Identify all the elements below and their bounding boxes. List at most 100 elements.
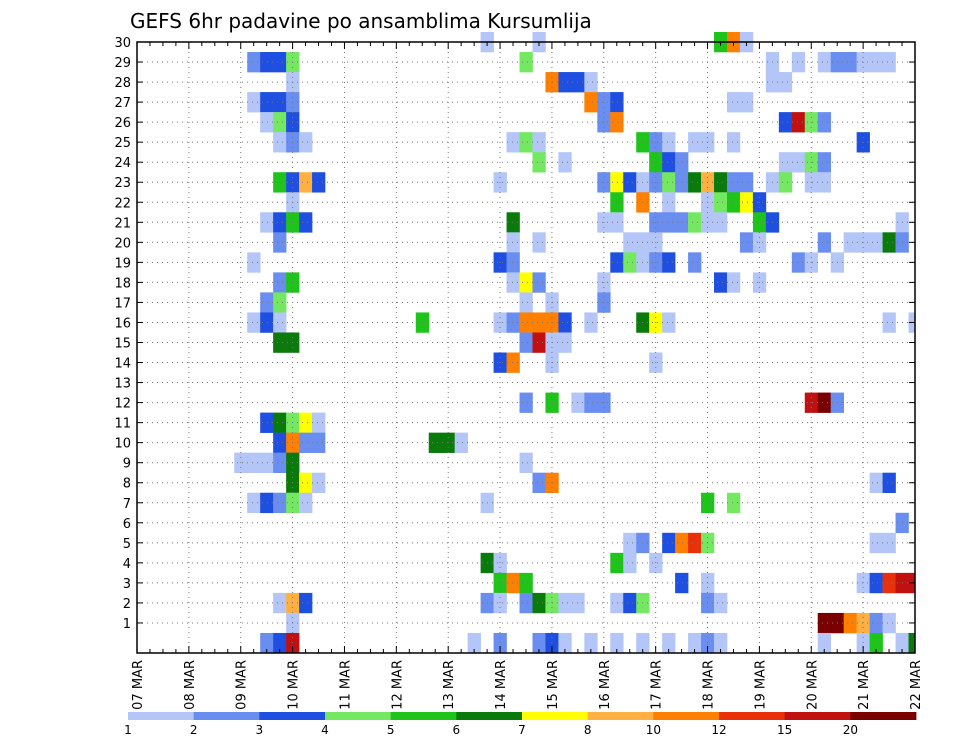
grid-lines: [136, 41, 916, 653]
heatmap-cell: [869, 472, 883, 494]
y-tick-label: 16: [114, 316, 131, 331]
heatmap-cell: [506, 212, 520, 233]
y-tick-label: 29: [114, 56, 131, 71]
heatmap-cell: [467, 632, 481, 654]
y-tick-label: 6: [123, 517, 131, 532]
heatmap-cell: [299, 132, 313, 153]
y-tick-label: 9: [123, 457, 131, 472]
heatmap-cell: [558, 152, 572, 173]
heatmap-cell: [843, 612, 857, 634]
heatmap-cell: [558, 592, 572, 614]
heatmap-cell: [571, 592, 585, 614]
heatmap-cell: [260, 492, 274, 514]
y-tick-label: 23: [114, 176, 131, 191]
colorbar-label: 5: [387, 723, 395, 737]
x-tick-label: 14 MAR: [494, 660, 509, 710]
heatmap-cell: [558, 312, 572, 333]
y-tick-label: 19: [114, 256, 131, 271]
heatmap-cell: [623, 172, 637, 193]
heatmap-cell: [260, 212, 274, 233]
colorbar-swatch: [193, 712, 260, 720]
x-tick-label: 07 MAR: [131, 660, 146, 710]
heatmap-cell: [817, 612, 832, 634]
heatmap-cell: [882, 52, 896, 73]
heatmap-cell: [843, 232, 857, 253]
heatmap-cell: [273, 592, 287, 614]
heatmap-cell: [817, 152, 832, 173]
heatmap-cell: [662, 632, 676, 654]
heatmap-cell: [895, 632, 909, 654]
heatmap-cell: [675, 152, 689, 173]
x-tick-label: 10 MAR: [287, 660, 302, 710]
heatmap-cell: [636, 632, 650, 654]
heatmap-cell: [610, 552, 624, 574]
y-tick-label: 24: [114, 156, 131, 171]
heatmap-cell: [662, 252, 676, 273]
heatmap-cell: [519, 292, 533, 313]
heatmap-cell: [610, 192, 624, 213]
y-tick-label: 28: [114, 76, 131, 91]
heatmap-cell: [545, 632, 559, 654]
heatmap-cell: [610, 592, 624, 614]
heatmap-cell: [662, 532, 676, 554]
colorbar-label: 2: [190, 723, 198, 737]
heatmap-cell: [532, 632, 546, 654]
heatmap-cell: [869, 612, 883, 634]
heatmap-cell: [778, 72, 793, 93]
heatmap-cell: [869, 232, 883, 253]
heatmap-cell: [869, 572, 883, 594]
heatmap-cell: [273, 332, 287, 353]
heatmap-cell: [610, 112, 624, 133]
heatmap-cell: [299, 432, 313, 453]
heatmap-cell: [519, 592, 533, 614]
y-tick-label: 7: [123, 497, 131, 512]
heatmap-cell: [273, 492, 287, 514]
heatmap-cell: [726, 492, 741, 514]
colorbar-label: 20: [843, 723, 858, 737]
heatmap-cell: [662, 172, 676, 193]
heatmap-cell: [260, 312, 274, 333]
colorbar-swatch: [784, 712, 851, 720]
heatmap-cell: [260, 92, 274, 113]
colorbar-swatch: [522, 712, 589, 720]
heatmap-cell: [273, 112, 287, 133]
heatmap-cell: [843, 52, 857, 73]
heatmap-cell: [273, 412, 287, 433]
heatmap-cell: [519, 452, 533, 473]
heatmap-cell: [882, 612, 896, 634]
heatmap-cell: [260, 112, 274, 133]
y-tick-label: 20: [114, 236, 131, 251]
heatmap-cell: [856, 572, 870, 594]
x-tick-label: 09 MAR: [235, 660, 250, 710]
heatmap-cell: [299, 172, 313, 193]
heatmap-cell: [273, 312, 287, 333]
colorbar-swatch: [259, 712, 326, 720]
x-tick-label: 08 MAR: [183, 660, 198, 710]
heatmap-cell: [247, 452, 261, 473]
heatmap-cell: [299, 412, 313, 433]
heatmap-cell: [532, 472, 546, 494]
heatmap-cell: [247, 252, 261, 273]
heatmap-cell: [312, 472, 326, 494]
heatmap-cell: [506, 252, 520, 273]
y-tick-label: 5: [123, 537, 131, 552]
heatmap-cell: [856, 612, 870, 634]
colorbar-label: 4: [321, 723, 329, 737]
y-tick-label: 2: [123, 597, 131, 612]
y-tick-label: 11: [114, 417, 131, 432]
heatmap-cell: [869, 52, 883, 73]
colorbar-swatch: [587, 712, 654, 720]
heatmap-cell: [726, 272, 741, 293]
heatmap-cell: [662, 192, 676, 213]
colorbar-swatch: [390, 712, 457, 720]
heatmap-cell: [675, 172, 689, 193]
heatmap-cell: [247, 492, 261, 514]
heatmap-cell: [623, 532, 637, 554]
heatmap-cell: [714, 592, 728, 614]
heatmap-cell: [649, 552, 663, 574]
heatmap-cells: [234, 31, 916, 654]
heatmap-cell: [584, 92, 598, 113]
y-tick-label: 17: [114, 296, 131, 311]
heatmap-cell: [493, 552, 507, 574]
heatmap-cell: [688, 252, 702, 273]
